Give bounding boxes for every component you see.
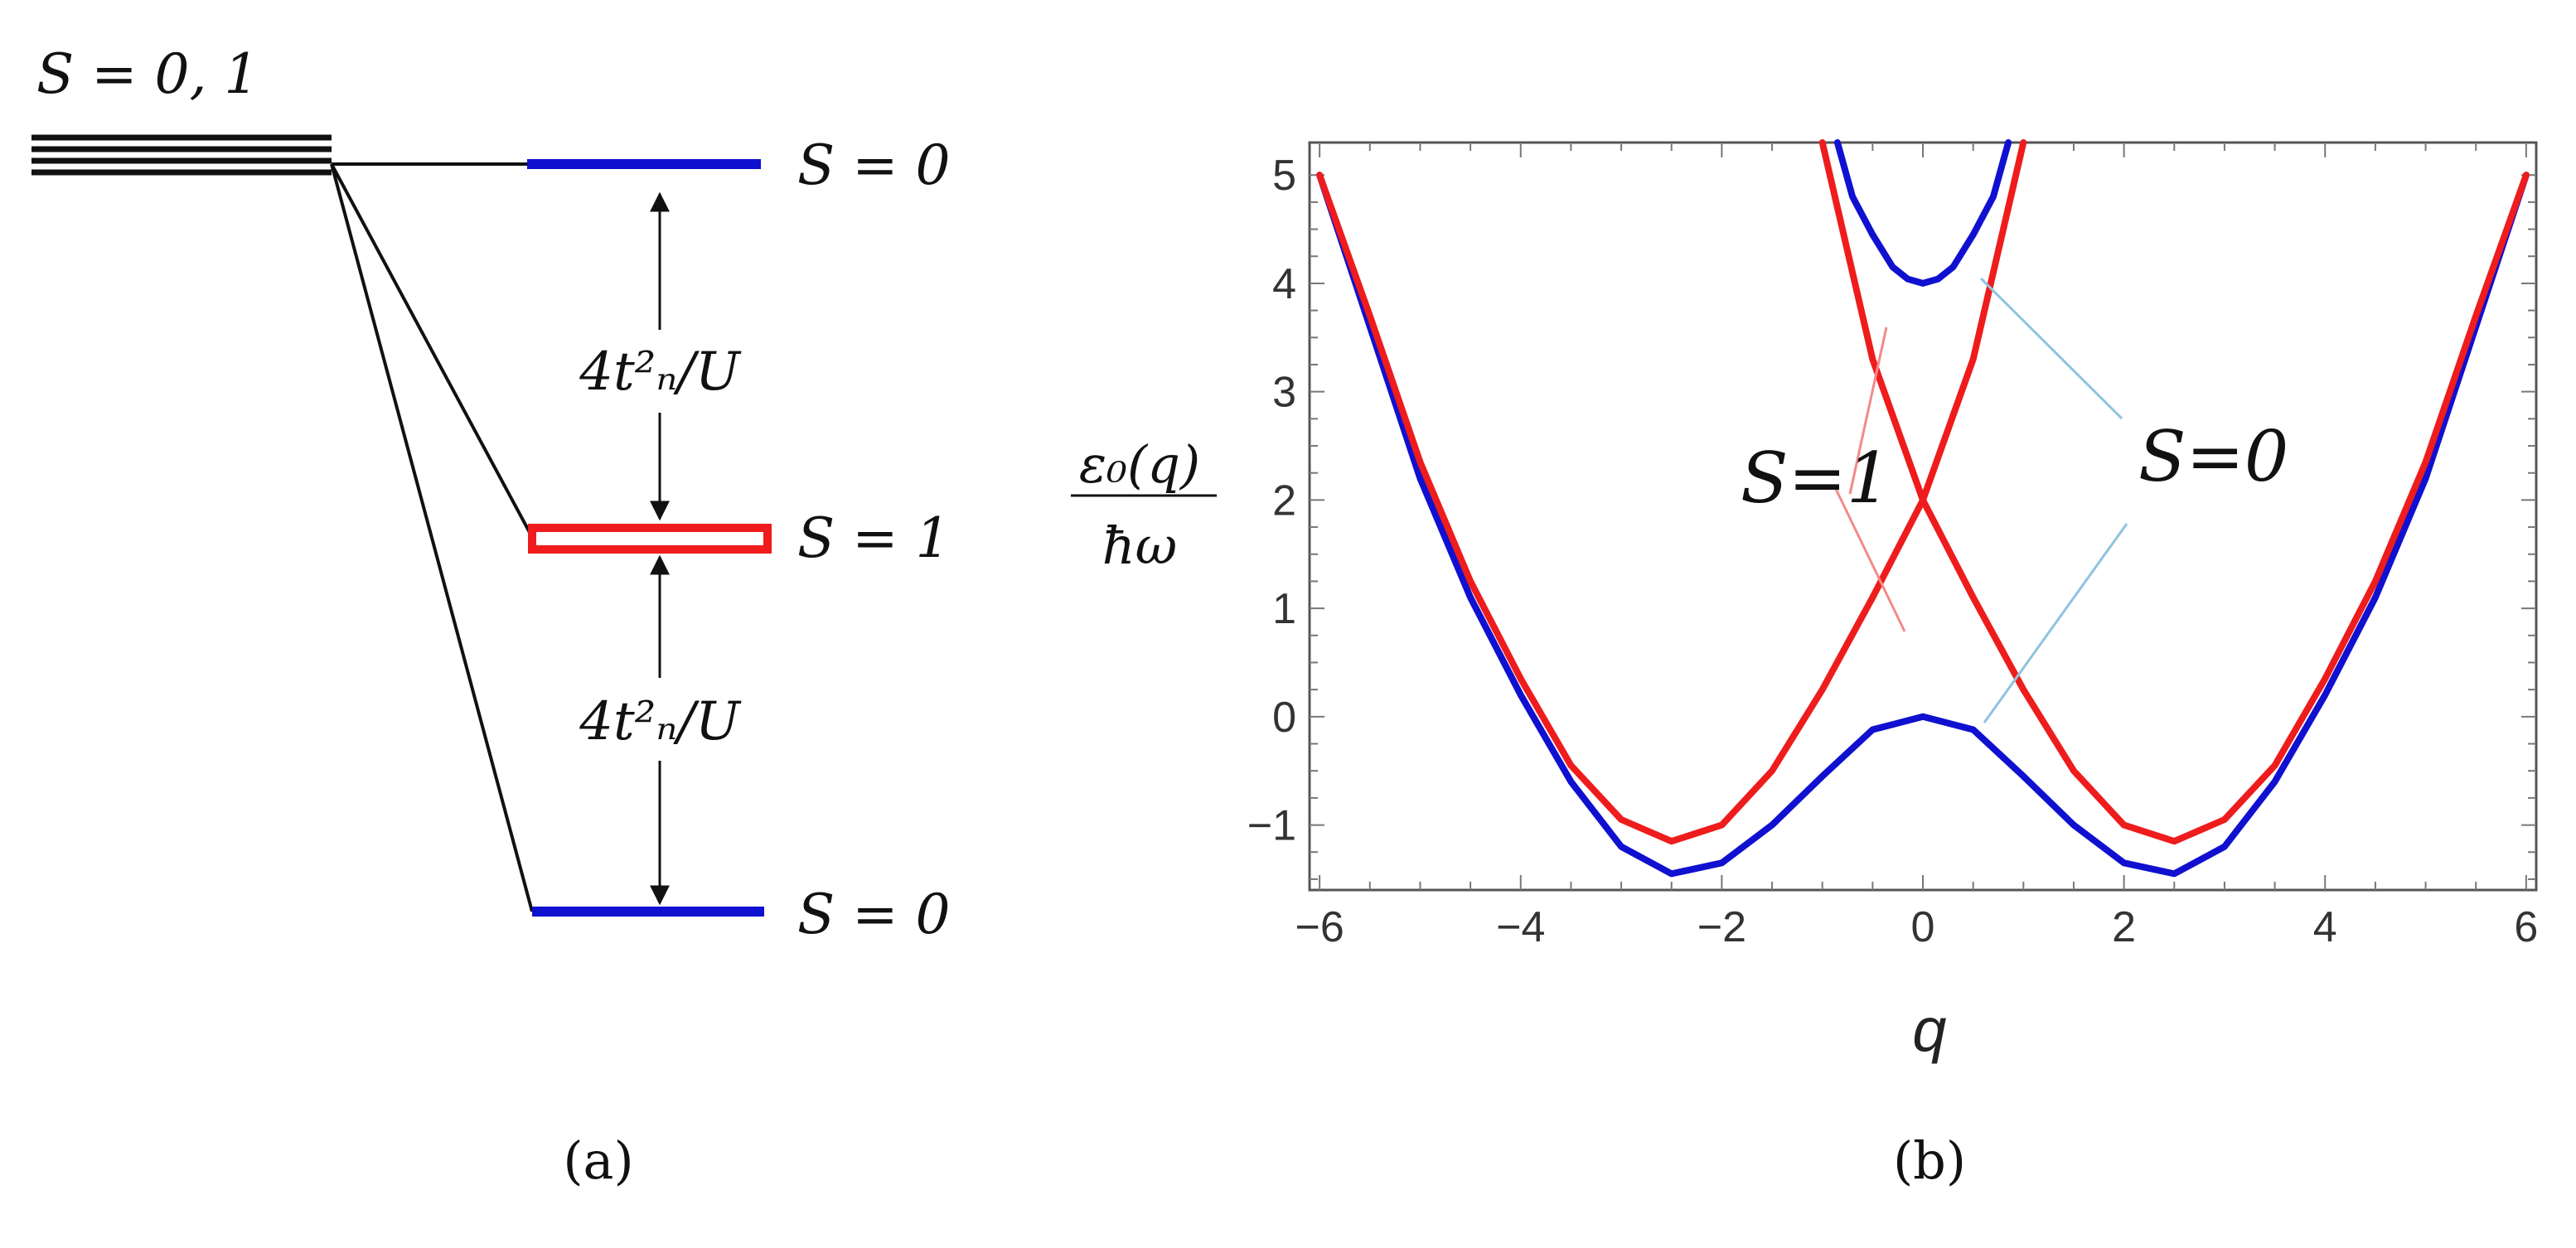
leader-s1-upper [1848, 327, 1888, 495]
y-tick-label: 2 [1272, 476, 1296, 525]
triplet-level [528, 524, 772, 554]
x-tick-label: −6 [1295, 903, 1344, 951]
degenerate-level-label: S = 0, 1 [36, 42, 259, 106]
label-s0: S=0 [2138, 416, 2288, 497]
leader-s0-lower [1983, 523, 2128, 723]
x-tick-label: 6 [2514, 903, 2538, 951]
panel-b-caption: (b) [1893, 1130, 1966, 1191]
y-tick-label: 1 [1272, 585, 1296, 633]
y-tick-label: 4 [1272, 260, 1296, 308]
panel-a-level-diagram: S = 0, 1 S = 0 S = 1 S = 0 4t²ₙ/U 4t²ₙ/U… [31, 42, 950, 1191]
series-layer [1316, 139, 2530, 878]
level-connectors [330, 162, 534, 912]
panel-b-chart: −6 −4 −2 0 2 4 6 −1 0 1 2 3 4 5 S=1 S=0 ε₀(q) ħω q (b… [1071, 139, 2539, 1191]
y-tick-label: 5 [1272, 152, 1296, 200]
y-tick-label: −1 [1247, 802, 1296, 850]
label-s1: S=1 [1741, 438, 1891, 519]
tick-labels: −6 −4 −2 0 2 4 6 −1 0 1 2 3 4 5 [1247, 152, 2539, 951]
annotation-leaders [1833, 277, 2128, 723]
y-tick-label: 0 [1272, 694, 1296, 742]
x-tick-label: −4 [1496, 903, 1545, 951]
x-tick-label: 0 [1911, 903, 1935, 951]
x-tick-label: −2 [1697, 903, 1746, 951]
series-line-2 [1833, 139, 2012, 287]
triplet-label: S = 1 [797, 506, 950, 570]
ylabel-numerator: ε₀(q) [1079, 434, 1200, 495]
upper-gap-label: 4t²ₙ/U [579, 341, 742, 403]
degenerate-level-stack [31, 134, 332, 176]
upper-singlet-label: S = 0 [797, 133, 950, 197]
leader-s1-lower [1833, 486, 1906, 632]
series-line-1 [1316, 172, 2530, 878]
lower-singlet-label: S = 0 [797, 883, 950, 946]
xlabel: q [1912, 995, 1946, 1064]
axis-ticks [1310, 143, 2536, 890]
x-tick-label: 2 [2112, 903, 2136, 951]
leader-s0-upper [1979, 277, 2123, 420]
y-tick-label: 3 [1272, 369, 1296, 417]
plot-frame [1308, 141, 2538, 892]
x-tick-label: 4 [2313, 903, 2337, 951]
series-line-3 [1316, 139, 2027, 845]
ylabel-denominator: ħω [1102, 515, 1178, 576]
lower-gap-label: 4t²ₙ/U [579, 691, 742, 752]
series-line-4 [1818, 139, 2530, 845]
panel-a-caption: (a) [563, 1130, 633, 1191]
